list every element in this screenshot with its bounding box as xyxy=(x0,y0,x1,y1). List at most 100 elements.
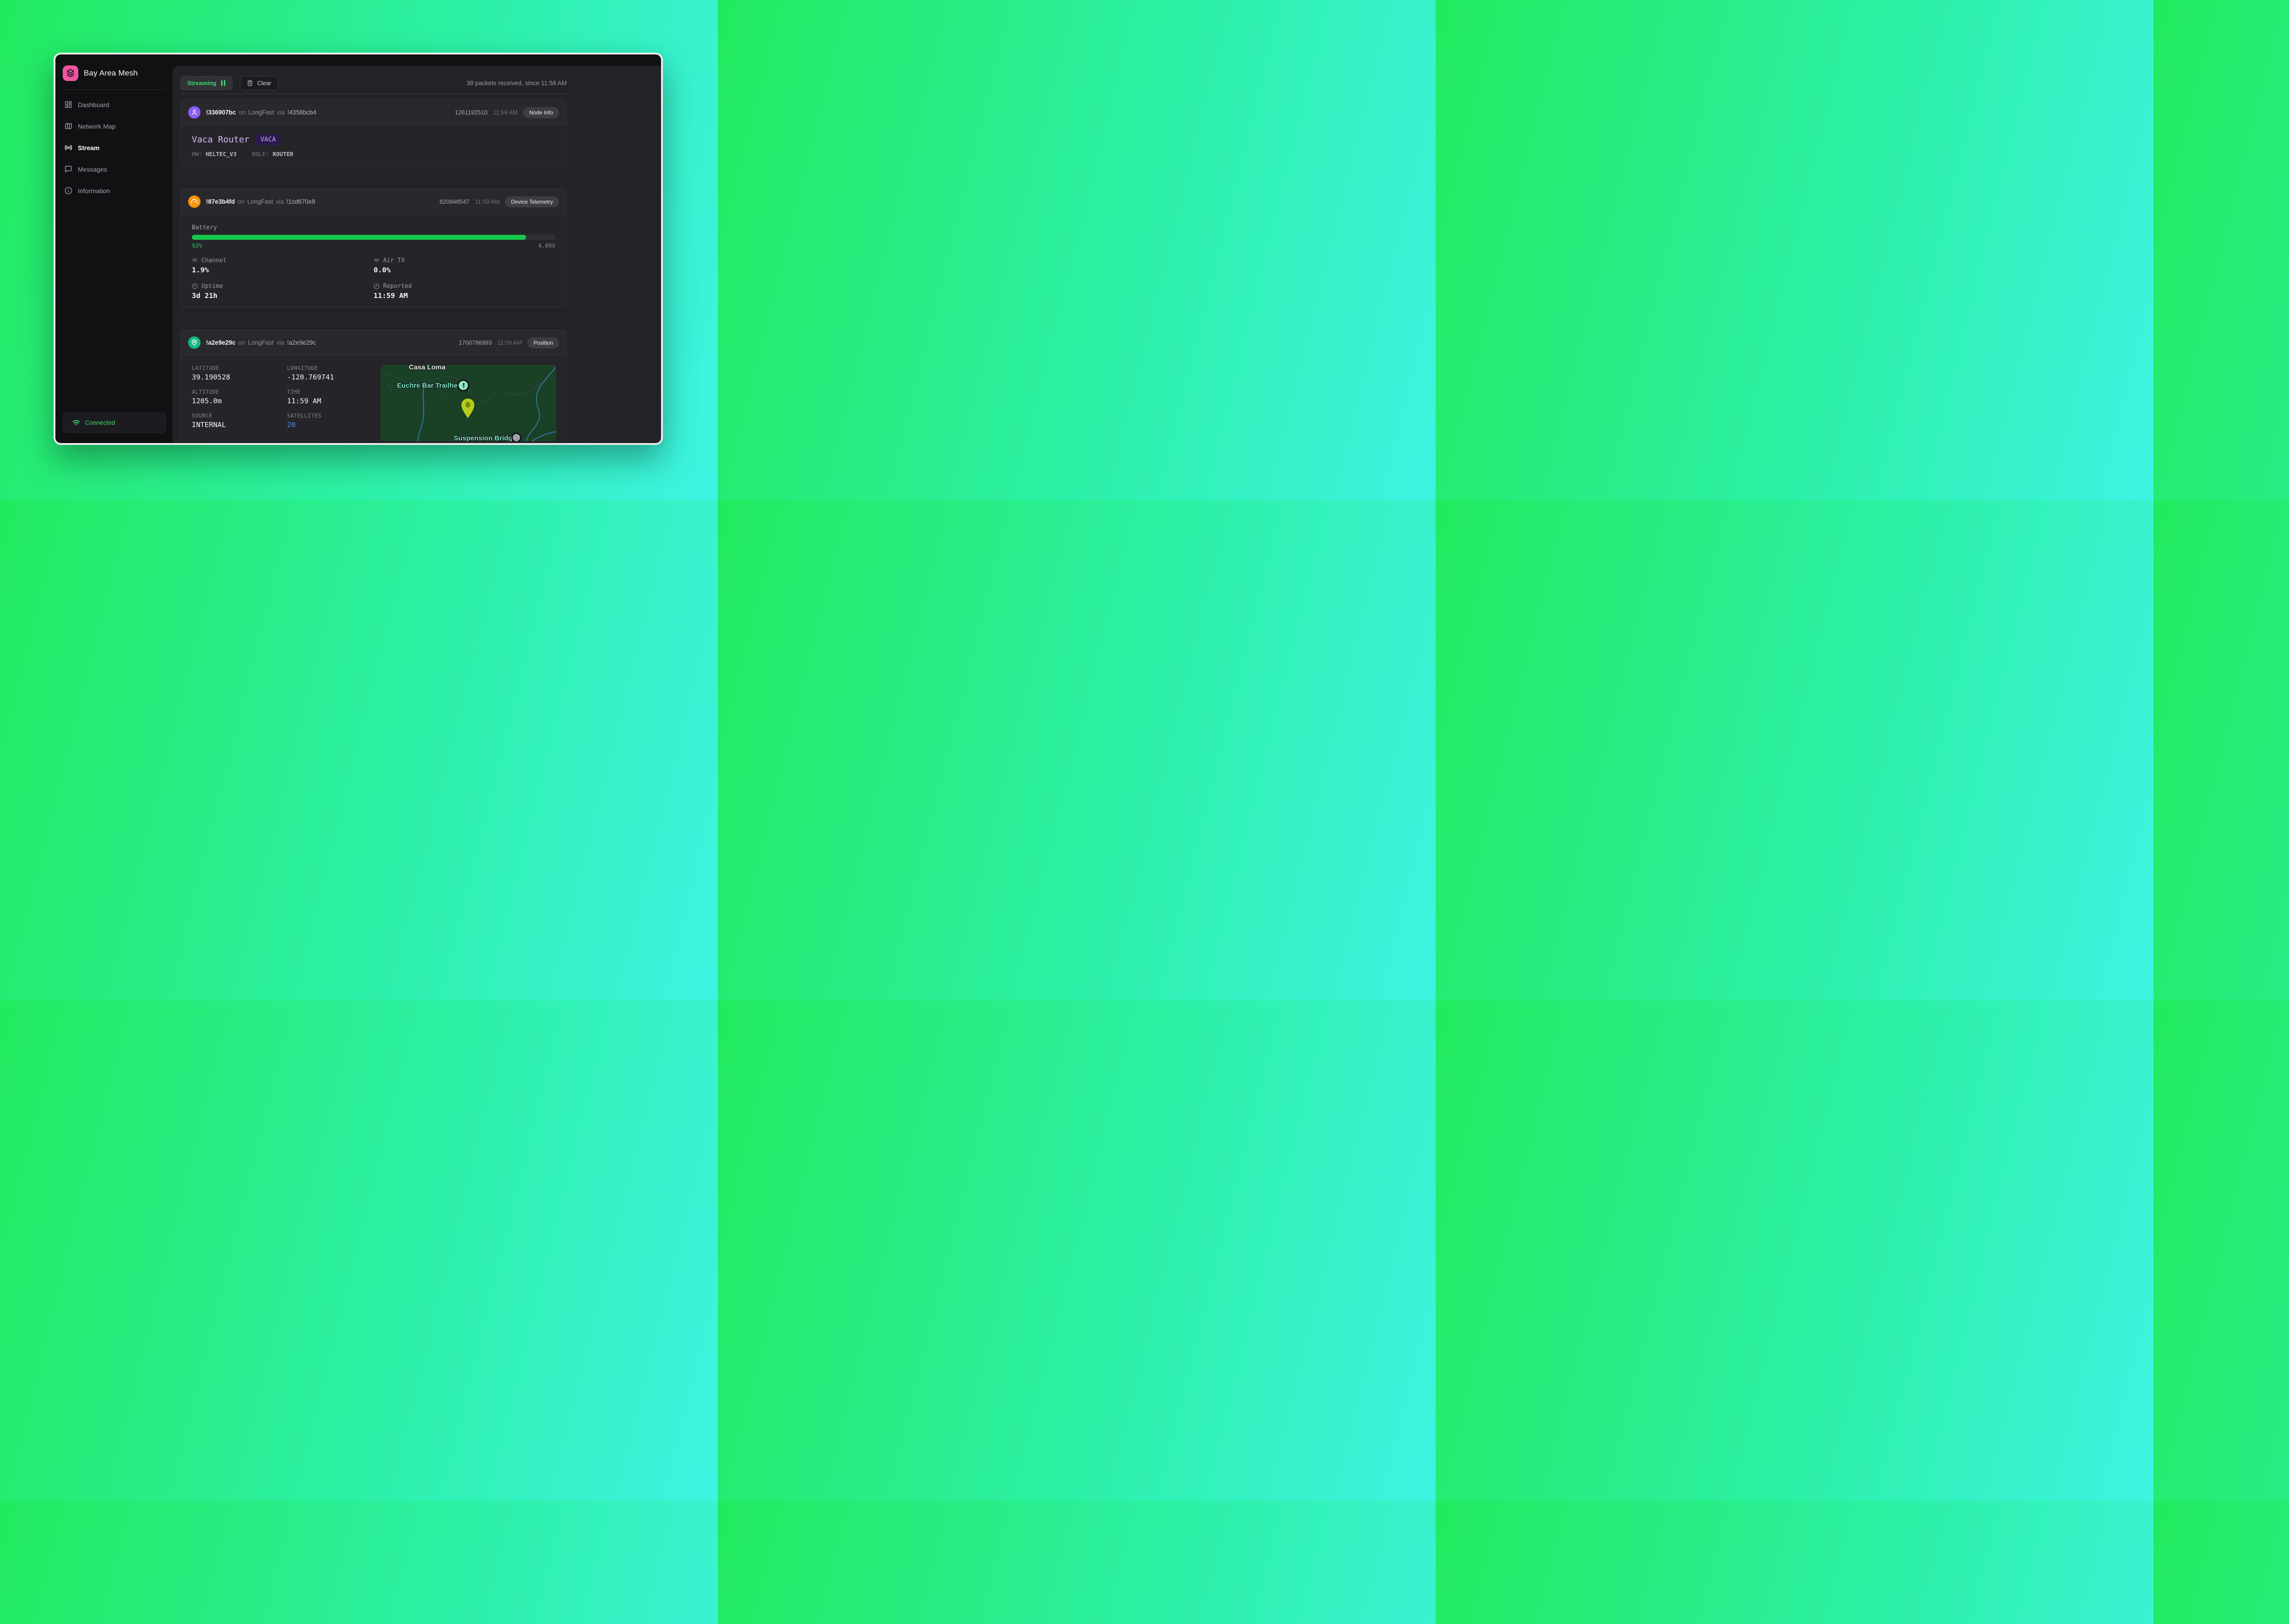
sidebar-item-network-map[interactable]: Network Map xyxy=(62,119,166,134)
node-info-body: Vaca Router VACA HW: HELTEC_V3 ROLE: ROU… xyxy=(181,125,566,166)
battery-label: Battery xyxy=(192,224,217,231)
pause-icon xyxy=(221,80,225,86)
sidebar-nav: Dashboard Network Map Stream Messages In… xyxy=(62,97,166,198)
user-avatar-icon xyxy=(188,106,201,119)
hw-value: HELTEC_V3 xyxy=(206,151,237,157)
packet-source: !a2e9e29c on LongFast via !a2e9e29c xyxy=(206,339,316,346)
via-node-id: !4358bcb4 xyxy=(287,109,316,116)
hiker-poi-icon xyxy=(457,379,469,391)
clear-button[interactable]: Clear xyxy=(239,76,278,90)
position-body: LATITUDE 39.190528 LONGITUDE -120.769741… xyxy=(181,356,566,443)
gauge-avatar-icon xyxy=(188,195,201,208)
sidebar-item-label: Messages xyxy=(78,165,107,173)
wifi-icon xyxy=(374,259,380,263)
node-hw-role: HW: HELTEC_V3 ROLE: ROUTER xyxy=(192,151,555,157)
clock-icon xyxy=(192,283,198,289)
packet-meta: 820948547 11:59 AM Device Telemetry xyxy=(439,196,559,207)
packet-source: !87e3b4fd on LongFast via !1cd670e8 xyxy=(206,198,315,205)
main-panel: Streaming Clear 38 packets received, sin… xyxy=(173,66,661,443)
trash-icon xyxy=(247,80,253,86)
stat-value: 11:59 AM xyxy=(374,292,408,300)
packet-meta: 1700786993 11:59 AM Position xyxy=(459,337,559,348)
packet-id: 1700786993 xyxy=(459,339,492,346)
map-icon xyxy=(65,123,72,130)
wifi-icon xyxy=(72,420,80,426)
sidebar-item-dashboard[interactable]: Dashboard xyxy=(62,97,166,112)
role-value: ROUTER xyxy=(272,151,293,157)
sidebar-item-stream[interactable]: Stream xyxy=(62,140,166,155)
map-label-euchre-bar-trailhead: Euchre Bar Trailhead xyxy=(397,382,466,390)
position-fields: LATITUDE 39.190528 LONGITUDE -120.769741… xyxy=(192,365,370,441)
battery-bar xyxy=(192,235,555,240)
broadcast-icon xyxy=(65,145,72,151)
hw-label: HW: xyxy=(192,151,202,157)
sidebar-item-information[interactable]: Information xyxy=(62,183,166,198)
channel-name: LongFast xyxy=(248,339,274,346)
sidebar-item-messages[interactable]: Messages xyxy=(62,162,166,177)
battery-bar-fill xyxy=(192,235,526,240)
map-label-casa-loma: Casa Loma xyxy=(409,365,446,371)
bridge-poi-icon xyxy=(511,433,521,441)
sidebar-item-label: Dashboard xyxy=(78,101,109,108)
streaming-toggle-button[interactable]: Streaming xyxy=(180,76,233,90)
packet-header: !87e3b4fd on LongFast via !1cd670e8 8209… xyxy=(181,189,566,215)
battery-percent: 92% xyxy=(192,242,202,249)
chat-bubble-icon xyxy=(65,166,72,173)
packet-feed: !336907bc on LongFast via !4358bcb4 1261… xyxy=(180,94,567,443)
role-label: ROLE: xyxy=(252,151,270,157)
clear-label: Clear xyxy=(257,80,271,87)
packet-id: 820948547 xyxy=(439,198,470,205)
from-node-id: !a2e9e29c xyxy=(206,339,236,346)
wifi-icon xyxy=(192,259,198,263)
brand: Bay Area Mesh xyxy=(62,63,166,87)
field-satellites: SATELLITES 20 xyxy=(287,412,322,429)
sidebar: Bay Area Mesh Dashboard Network Map Stre… xyxy=(55,54,173,443)
packet-meta: 1261192510 11:59 AM Node Info xyxy=(455,107,559,118)
node-short-name-badge: VACA xyxy=(255,134,281,145)
packet-time: 11:59 AM xyxy=(475,198,500,205)
position-map[interactable]: Casa Loma Euchre Bar Trailhead Suspensio… xyxy=(380,365,556,441)
info-circle-icon xyxy=(65,187,72,195)
packet-card-position[interactable]: !a2e9e29c on LongFast via !a2e9e29c 1700… xyxy=(180,330,567,443)
field-longitude: LONGITUDE -120.769741 xyxy=(287,365,334,381)
app-title: Bay Area Mesh xyxy=(84,69,138,77)
packet-card-node-info[interactable]: !336907bc on LongFast via !4358bcb4 1261… xyxy=(180,99,567,167)
sidebar-item-label: Information xyxy=(78,187,110,195)
telemetry-stats: Channel 1.9% Air TX 0.0% Uptime 3d 21h xyxy=(192,257,555,300)
map-label-suspension-bridge: Suspension Bridge xyxy=(454,434,516,441)
toolbar-divider xyxy=(180,93,567,94)
channel-name: LongFast xyxy=(247,198,273,205)
packet-header: !a2e9e29c on LongFast via !a2e9e29c 1700… xyxy=(181,330,566,356)
sidebar-item-label: Stream xyxy=(78,144,100,152)
sidebar-item-label: Network Map xyxy=(78,122,116,130)
stat-air-tx: Air TX 0.0% xyxy=(374,257,555,274)
via-node-id: !a2e9e29c xyxy=(287,339,316,346)
from-node-id: !87e3b4fd xyxy=(206,198,235,205)
field-altitude: ALTITUDE 1205.0m xyxy=(192,389,222,405)
battery-voltage: 4.09V xyxy=(538,242,555,249)
sidebar-divider xyxy=(63,89,165,90)
stat-uptime: Uptime 3d 21h xyxy=(192,283,374,300)
channel-name: LongFast xyxy=(248,109,274,116)
stat-reported: Reported 11:59 AM xyxy=(374,283,555,300)
packet-type-badge: Node Info xyxy=(523,107,559,118)
field-latitude: LATITUDE 39.190528 xyxy=(192,365,230,381)
via-node-id: !1cd670e8 xyxy=(286,198,315,205)
packet-time: 11:59 AM xyxy=(497,339,522,346)
node-long-name: Vaca Router xyxy=(192,135,250,145)
app-window: Bay Area Mesh Dashboard Network Map Stre… xyxy=(54,53,663,445)
packet-id: 1261192510 xyxy=(455,109,488,116)
packets-received-status: 38 packets received, since 11:58 AM xyxy=(466,80,567,87)
packet-card-telemetry[interactable]: !87e3b4fd on LongFast via !1cd670e8 8209… xyxy=(180,189,567,308)
location-pin-icon xyxy=(461,398,475,418)
field-time: TIME 11:59 AM xyxy=(287,389,321,405)
connection-status-label: Connected xyxy=(85,419,115,426)
dashboard-grid-icon xyxy=(65,101,72,108)
packet-type-badge: Device Telemetry xyxy=(505,196,559,207)
packet-type-badge: Position xyxy=(527,337,559,348)
layers-logo-icon xyxy=(63,65,78,81)
from-node-id: !336907bc xyxy=(206,109,236,116)
connection-status-badge[interactable]: Connected xyxy=(63,412,166,433)
clock-icon xyxy=(374,283,380,289)
stat-channel: Channel 1.9% xyxy=(192,257,374,274)
